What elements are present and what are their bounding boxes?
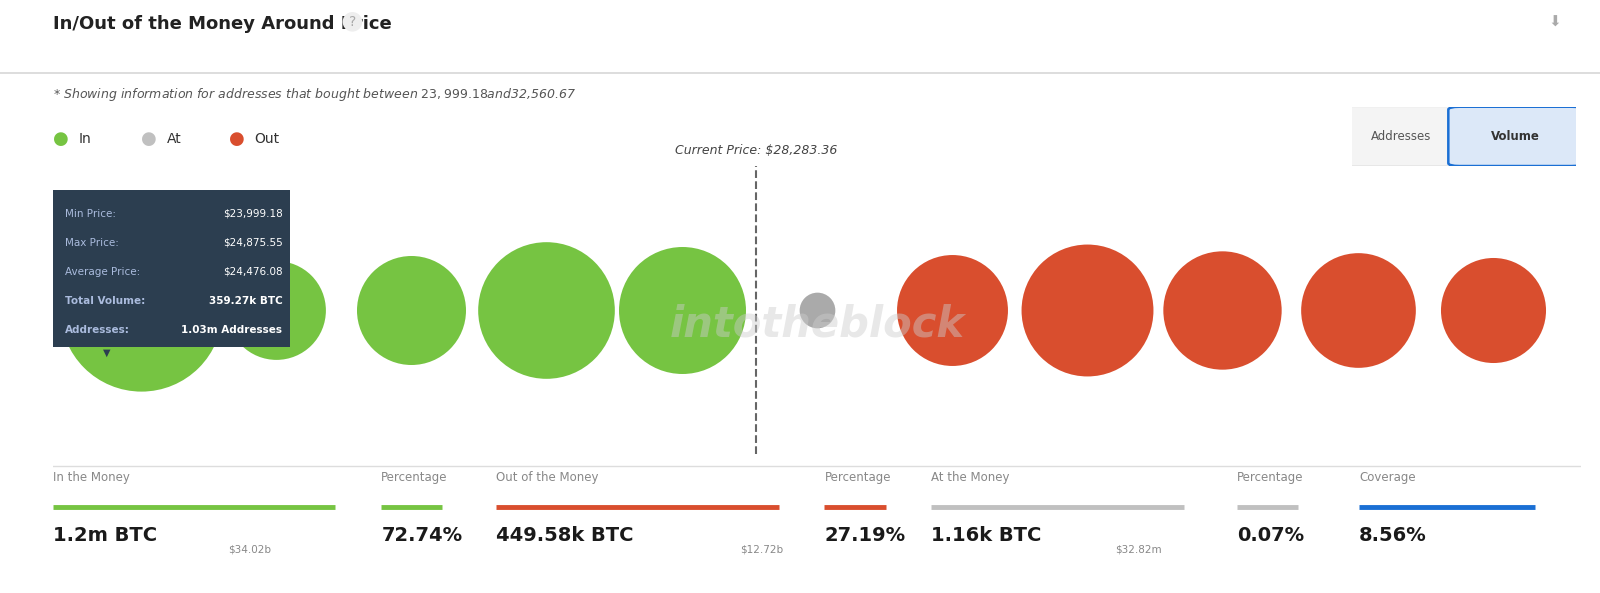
Text: $32.82m: $32.82m [1115,544,1162,554]
Text: Percentage: Percentage [824,471,891,484]
Text: 1.03m Addresses: 1.03m Addresses [181,325,283,335]
Text: 72.74%: 72.74% [381,527,462,546]
Text: Percentage: Percentage [1237,471,1304,484]
Text: Percentage: Percentage [381,471,448,484]
Text: ●: ● [229,130,245,148]
Text: * Showing information for addresses that bought between $23,999.18 and $32,560.6: * Showing information for addresses that… [53,86,576,103]
Text: Out: Out [254,132,280,146]
Text: 449.58k BTC: 449.58k BTC [496,527,634,546]
Text: ●: ● [53,130,69,148]
Text: $23,999.18: $23,999.18 [222,209,283,219]
Text: ?: ? [349,15,357,29]
Text: 0.07%: 0.07% [1237,527,1304,546]
Text: 8.56%: 8.56% [1360,527,1427,546]
Text: Average Price:: Average Price: [64,267,139,277]
Point [1346,305,1371,314]
Text: Total Volume:: Total Volume: [64,296,146,306]
Text: Addresses: Addresses [1371,130,1432,143]
Text: At the Money: At the Money [931,471,1010,484]
Point [262,305,288,314]
FancyBboxPatch shape [1448,107,1582,166]
Text: Volume: Volume [1491,130,1539,143]
FancyBboxPatch shape [1341,107,1462,166]
Text: ▼: ▼ [104,348,110,358]
Text: In: In [78,132,91,146]
Point [1210,305,1235,314]
Text: Current Price: $28,283.36: Current Price: $28,283.36 [675,145,837,157]
Point [533,305,558,314]
Point [669,305,694,314]
Text: 1.16k BTC: 1.16k BTC [931,527,1042,546]
Point [1075,305,1101,314]
Point [398,305,424,314]
Text: Coverage: Coverage [1360,471,1416,484]
Text: In/Out of the Money Around Price: In/Out of the Money Around Price [53,15,392,33]
Text: At: At [166,132,181,146]
Text: Addresses:: Addresses: [64,325,130,335]
Text: $24,875.55: $24,875.55 [222,238,283,248]
Point [128,305,154,314]
Text: Max Price:: Max Price: [64,238,118,248]
Text: ●: ● [141,130,157,148]
Text: Out of the Money: Out of the Money [496,471,598,484]
Text: intotheblock: intotheblock [669,303,965,345]
Point [939,305,965,314]
Text: Min Price:: Min Price: [64,209,115,219]
Point [1480,305,1506,314]
Text: ⬇: ⬇ [1549,15,1562,30]
Text: 359.27k BTC: 359.27k BTC [208,296,283,306]
Point [805,305,830,314]
Text: $12.72b: $12.72b [741,544,784,554]
Text: $34.02b: $34.02b [229,544,272,554]
Text: In the Money: In the Money [53,471,130,484]
Text: $24,476.08: $24,476.08 [222,267,283,277]
Text: 27.19%: 27.19% [824,527,906,546]
Text: 1.2m BTC: 1.2m BTC [53,527,157,546]
